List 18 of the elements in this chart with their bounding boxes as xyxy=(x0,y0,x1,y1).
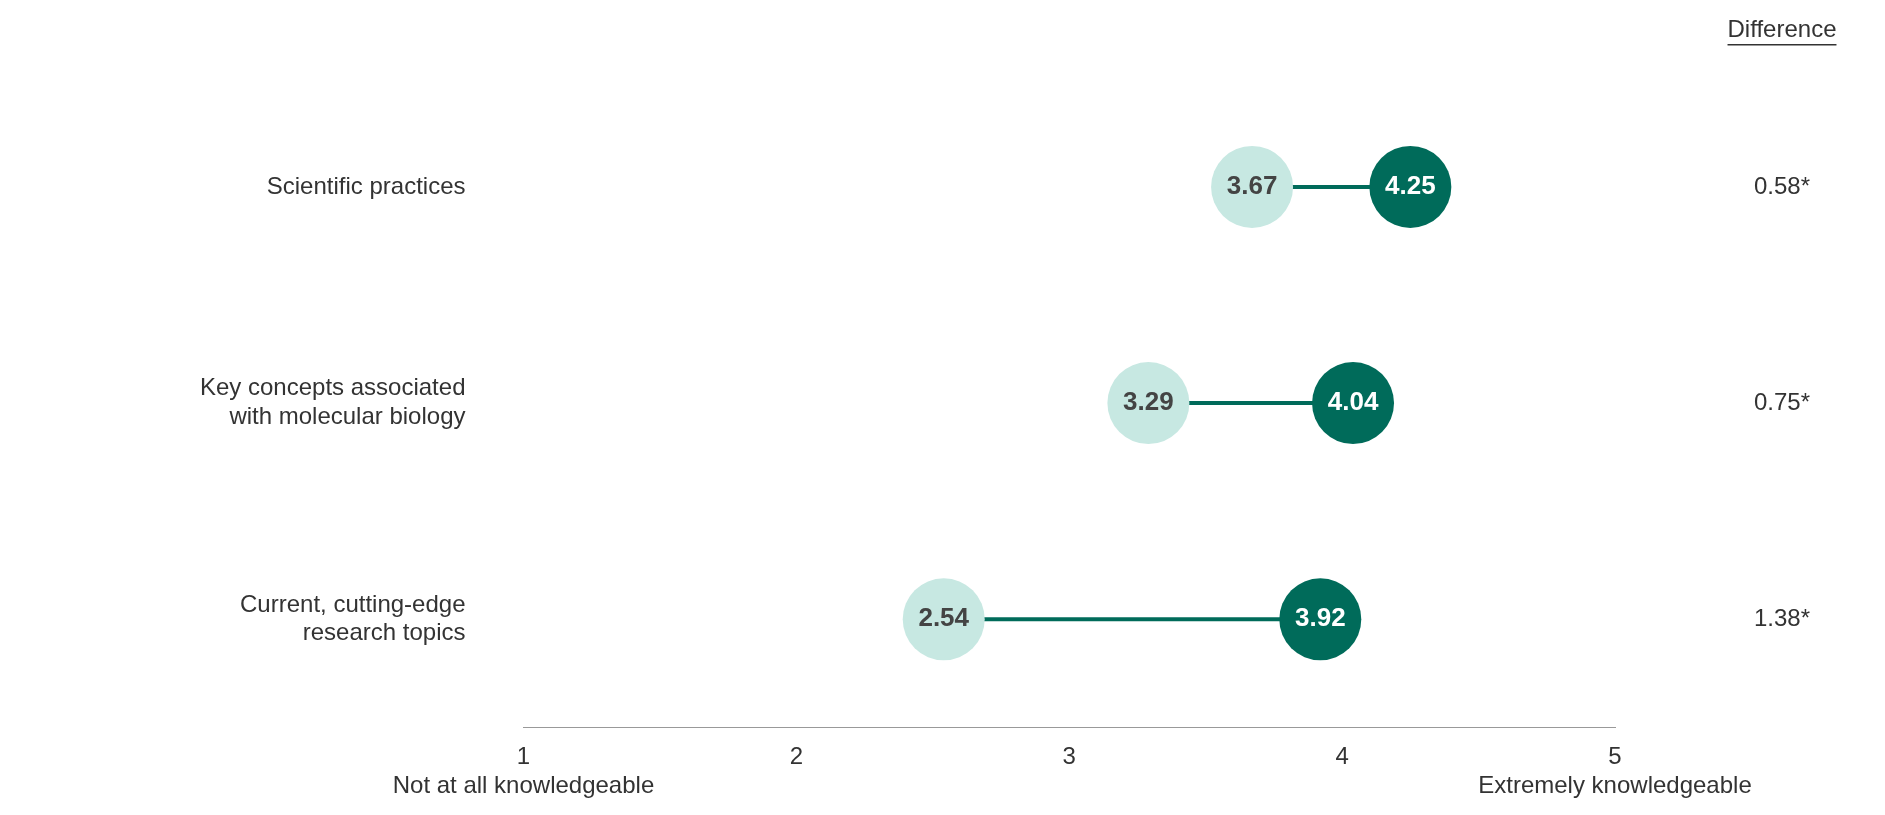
y-tick-label: Current, cutting-edge research topics xyxy=(240,589,466,646)
x-tick-label: 3 xyxy=(1062,742,1076,770)
x-tick-label: 5 Extremely knowledgeable xyxy=(1478,742,1752,799)
y-tick-label: Scientific practices xyxy=(266,171,466,199)
text: 0.58* xyxy=(1753,171,1811,199)
data-label: 3.67 xyxy=(1226,170,1278,201)
text: 1.38* xyxy=(1753,603,1811,631)
data-label: 2.54 xyxy=(918,602,970,633)
text: 0.75* xyxy=(1753,387,1811,415)
data-label: 3.92 xyxy=(1294,602,1346,633)
data-label: 3.29 xyxy=(1123,386,1174,417)
x-tick-label: 4 xyxy=(1335,742,1349,770)
x-tick-label: 2 xyxy=(789,742,804,770)
text: Difference xyxy=(1727,14,1837,42)
y-tick-label: Key concepts associated with molecular biology xyxy=(199,373,466,430)
data-label: 4.25 xyxy=(1385,170,1436,201)
x-tick-label: 1 Not at all knowledgeable xyxy=(392,742,655,799)
data-label: 4.04 xyxy=(1327,386,1379,417)
